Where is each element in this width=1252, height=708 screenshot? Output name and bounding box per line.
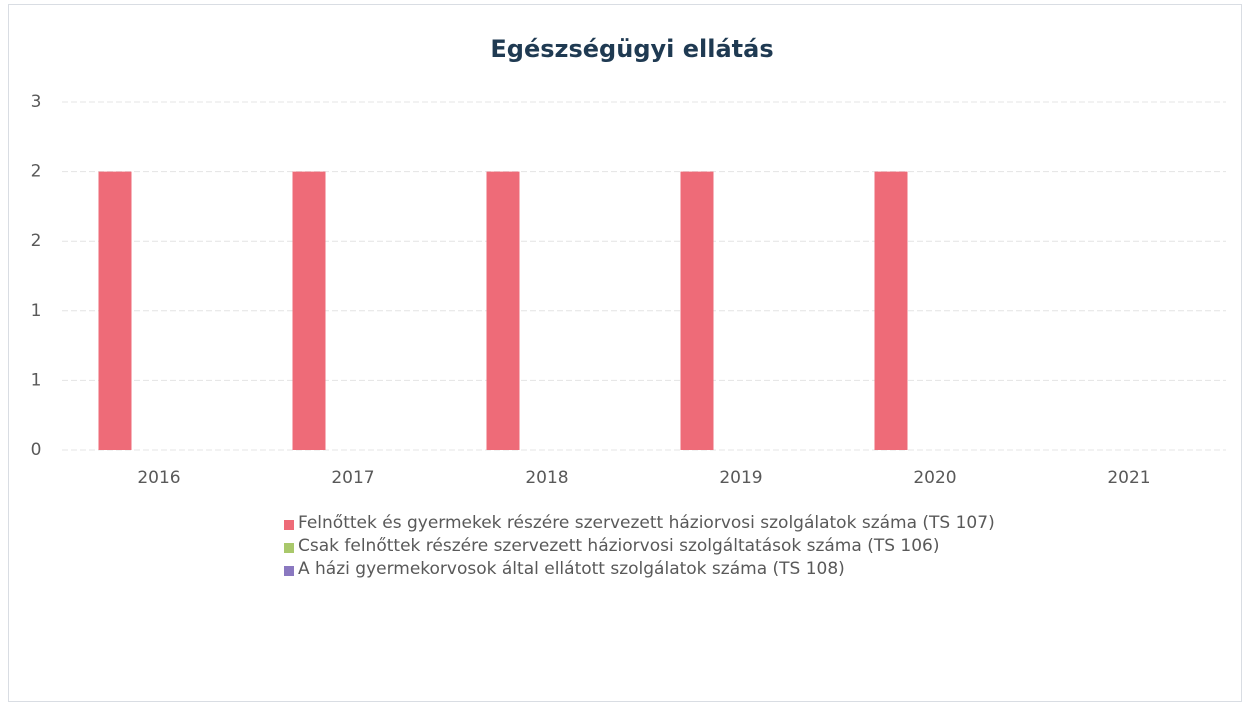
y-tick-label: 0 — [31, 440, 42, 460]
bar — [486, 171, 520, 450]
legend-item: A házi gyermekorvosok által ellátott szo… — [278, 558, 1008, 581]
bar — [680, 171, 714, 450]
x-tick-label: 2018 — [525, 468, 568, 488]
x-tick-label: 2021 — [1107, 468, 1150, 488]
x-tick-label: 2016 — [137, 468, 180, 488]
legend-label: Csak felnőttek részére szervezett házior… — [298, 536, 940, 556]
y-tick-label: 2 — [31, 162, 42, 182]
bar — [292, 171, 326, 450]
chart-frame — [8, 4, 1242, 702]
y-tick-label: 2 — [31, 231, 42, 251]
x-tick-label: 2019 — [719, 468, 762, 488]
x-tick-label: 2017 — [331, 468, 374, 488]
y-tick-label: 1 — [31, 301, 42, 321]
y-tick-label: 3 — [31, 92, 42, 112]
x-tick-label: 2020 — [913, 468, 956, 488]
legend-swatch — [284, 520, 294, 530]
y-tick-label: 1 — [31, 370, 42, 390]
legend-label: Felnőttek és gyermekek részére szervezet… — [298, 513, 995, 533]
bar — [874, 171, 908, 450]
legend-label: A házi gyermekorvosok által ellátott szo… — [298, 559, 845, 579]
bar — [98, 171, 132, 450]
legend-swatch — [284, 543, 294, 553]
legend-item: Felnőttek és gyermekek részére szervezet… — [278, 512, 1008, 535]
legend: Felnőttek és gyermekek részére szervezet… — [278, 512, 1008, 581]
chart-title: Egészségügyi ellátás — [490, 35, 773, 63]
legend-swatch — [284, 566, 294, 576]
legend-item: Csak felnőttek részére szervezett házior… — [278, 535, 1008, 558]
